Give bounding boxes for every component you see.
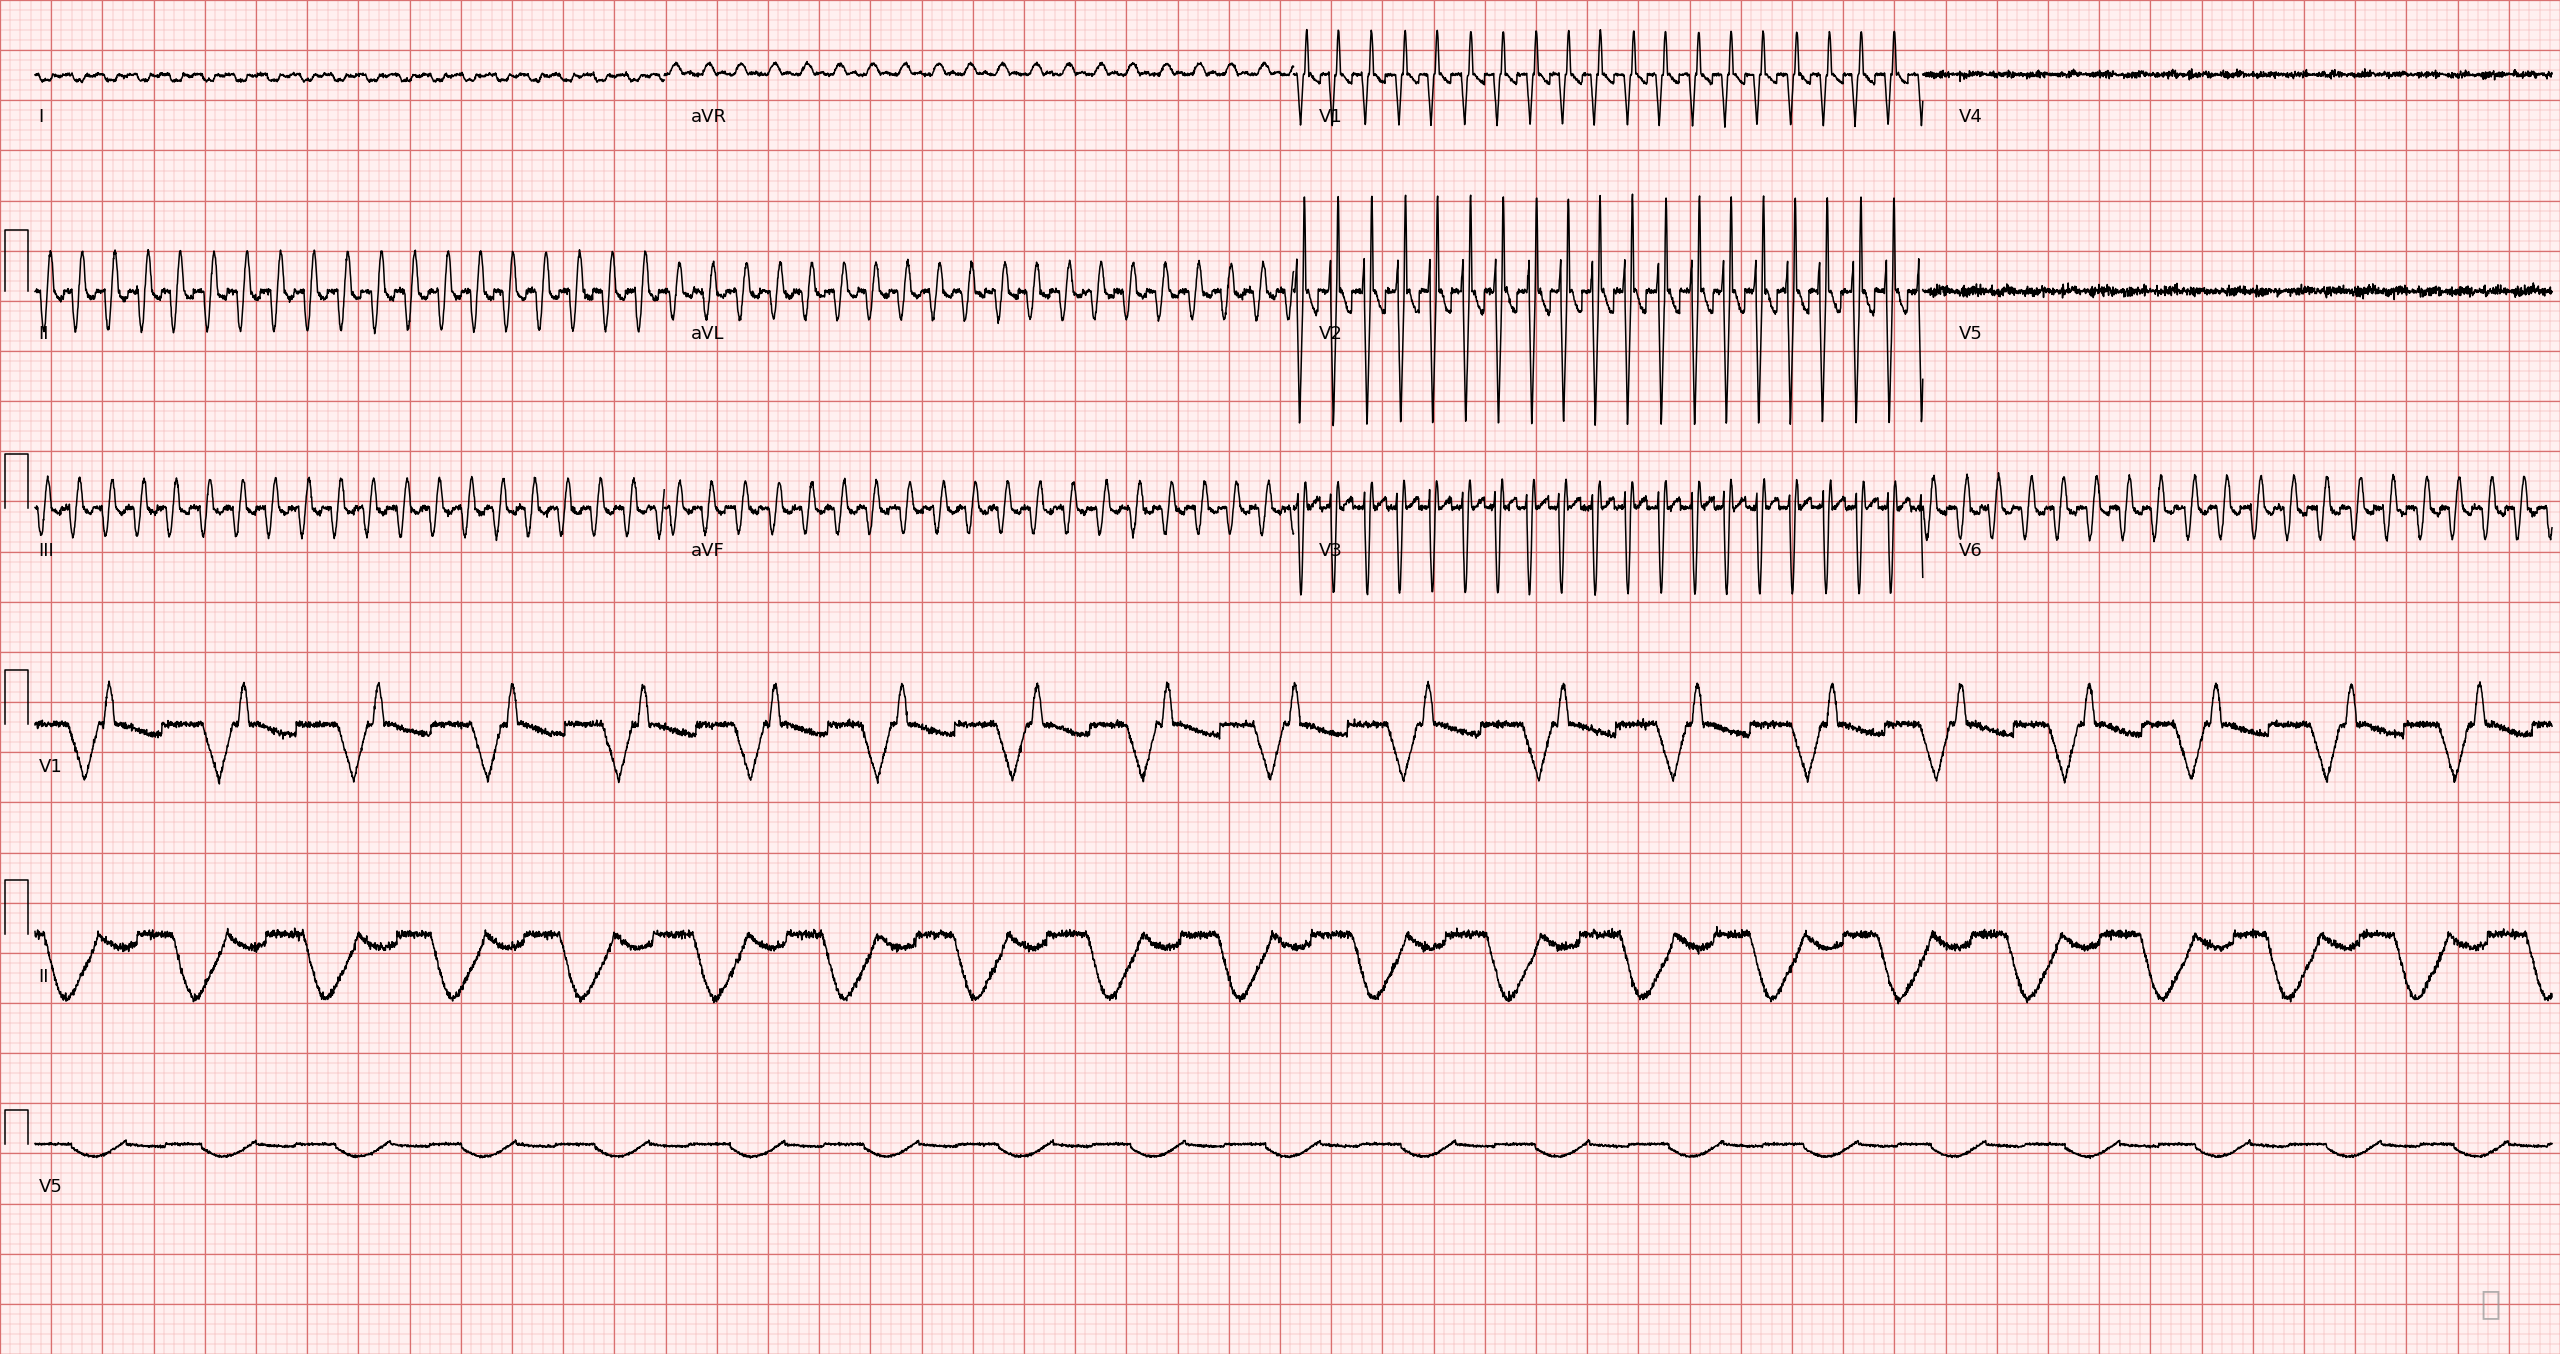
Text: V1: V1 xyxy=(38,758,61,776)
Text: I: I xyxy=(38,108,44,126)
Text: V5: V5 xyxy=(38,1178,61,1196)
Text: V2: V2 xyxy=(1318,325,1341,343)
Text: 🐃: 🐃 xyxy=(2481,1288,2501,1320)
Text: III: III xyxy=(38,542,54,559)
Text: V6: V6 xyxy=(1958,542,1981,559)
Text: II: II xyxy=(38,968,49,986)
Text: II: II xyxy=(38,325,49,343)
Text: V4: V4 xyxy=(1958,108,1981,126)
Text: V1: V1 xyxy=(1318,108,1341,126)
Text: V3: V3 xyxy=(1318,542,1341,559)
Text: aVR: aVR xyxy=(691,108,727,126)
Text: V5: V5 xyxy=(1958,325,1981,343)
Text: aVF: aVF xyxy=(691,542,724,559)
Text: aVL: aVL xyxy=(691,325,724,343)
